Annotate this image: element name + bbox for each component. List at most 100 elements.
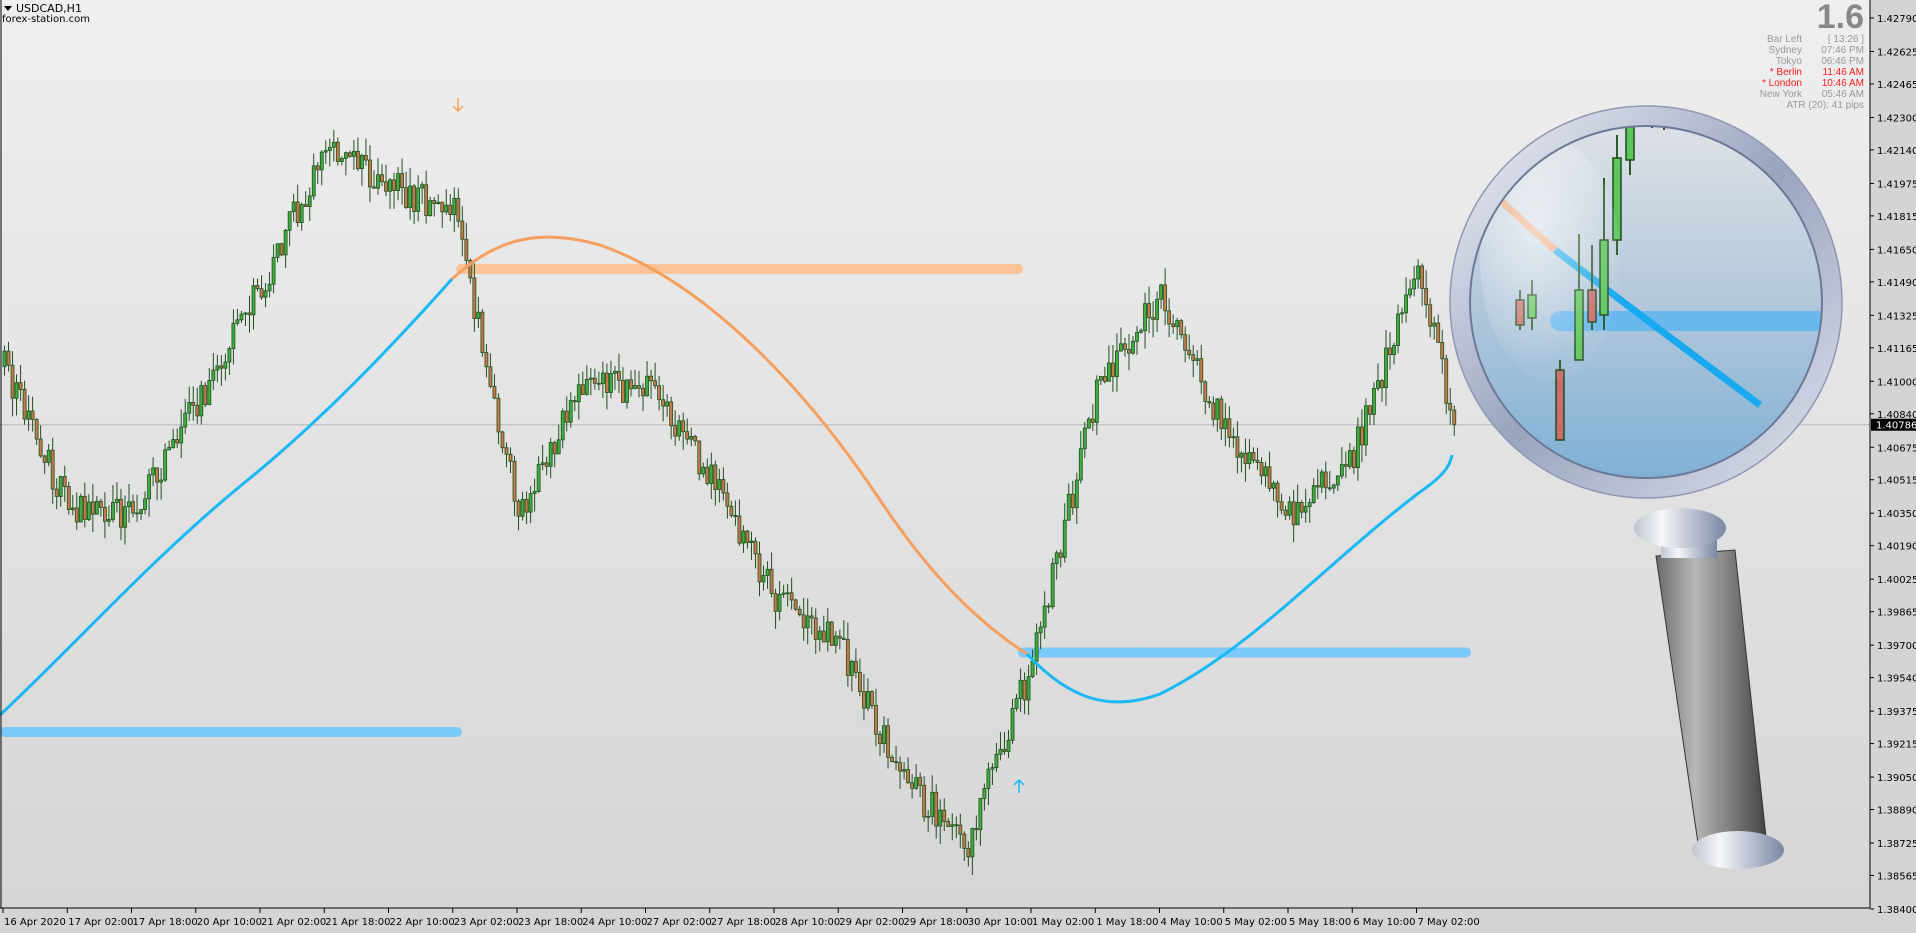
candle — [1014, 694, 1019, 712]
dropdown-triangle-icon[interactable] — [4, 6, 12, 11]
candle — [283, 228, 288, 269]
candle — [1351, 446, 1356, 475]
candle — [1183, 326, 1188, 363]
candle — [291, 193, 296, 222]
candle — [970, 827, 975, 876]
info-label: * Berlin — [1769, 67, 1802, 78]
candle — [613, 365, 617, 390]
candle — [1388, 332, 1392, 370]
candle — [428, 196, 433, 217]
candle — [151, 457, 155, 487]
candle — [143, 491, 147, 515]
candle — [769, 552, 774, 598]
y-tick-label: 1.39700 — [1877, 641, 1916, 652]
candle — [1054, 550, 1059, 580]
candle — [211, 352, 216, 390]
x-tick-label: 7 May 02:00 — [1418, 917, 1480, 928]
candle — [994, 742, 999, 773]
x-tick-label: 1 May 18:00 — [1096, 917, 1158, 928]
candle — [444, 189, 449, 215]
candle — [207, 367, 212, 406]
candle — [139, 509, 143, 520]
candle — [98, 498, 103, 517]
candle — [693, 434, 698, 446]
candle — [580, 371, 585, 395]
candle — [866, 678, 870, 711]
candle — [404, 171, 409, 209]
candle — [653, 362, 657, 390]
candle — [793, 598, 798, 611]
candle — [801, 597, 806, 641]
candle — [1327, 471, 1332, 492]
candle — [1392, 342, 1396, 365]
candle — [1227, 406, 1232, 448]
sell-arrow-icon — [452, 98, 464, 113]
candle — [1179, 318, 1184, 339]
candle — [870, 690, 874, 709]
candle — [552, 440, 557, 468]
x-tick-label: 29 Apr 18:00 — [904, 917, 969, 928]
y-tick-label: 1.38890 — [1877, 806, 1916, 817]
candle — [251, 278, 256, 330]
candle — [1074, 472, 1079, 525]
x-tick-label: 21 Apr 18:00 — [325, 917, 390, 928]
y-tick-label: 1.41490 — [1877, 278, 1916, 289]
candle — [203, 382, 208, 408]
candle — [837, 629, 842, 650]
candle — [797, 605, 802, 617]
candle — [54, 478, 59, 510]
info-row: Sydney 07:46 PM — [1712, 45, 1864, 56]
candle — [1034, 623, 1039, 675]
y-tick-label: 1.39375 — [1877, 707, 1916, 718]
candle — [18, 364, 23, 401]
candle — [58, 475, 63, 507]
candle — [6, 341, 11, 372]
candle — [195, 387, 200, 424]
candle — [572, 395, 577, 412]
y-tick-label: 1.41000 — [1877, 377, 1916, 388]
candle — [356, 137, 360, 172]
candle — [1038, 621, 1043, 650]
candle — [978, 797, 983, 846]
y-tick-label: 1.40675 — [1877, 443, 1916, 454]
candle — [1163, 268, 1168, 326]
candle — [1066, 483, 1071, 521]
candle — [239, 310, 244, 323]
candle — [898, 756, 902, 789]
candle — [1355, 417, 1360, 481]
candle — [982, 783, 987, 811]
price-axis[interactable]: 1.42790 1.42625 1.42465 1.42300 1.42140 1.419… — [1870, 14, 1916, 916]
candle — [331, 129, 336, 162]
time-axis[interactable]: 16 Apr 2020 17 Apr 02:00 17 Apr 18:00 20 Ap… — [2, 908, 1480, 928]
info-label: Tokyo — [1775, 56, 1802, 67]
candle — [215, 354, 220, 383]
candle — [388, 177, 392, 209]
candle — [516, 499, 521, 531]
x-tick-label: 17 Apr 02:00 — [68, 917, 133, 928]
candle — [894, 745, 898, 771]
candle — [339, 156, 344, 166]
x-tick-label: 5 May 02:00 — [1225, 917, 1287, 928]
candle — [1026, 664, 1031, 715]
candle — [1139, 328, 1143, 334]
chart-title[interactable]: USDCAD,H1 — [4, 3, 82, 14]
current-price-marker — [1871, 418, 1916, 431]
candle — [496, 393, 501, 445]
candle — [1432, 316, 1437, 340]
candle — [1271, 480, 1276, 502]
candle — [1127, 334, 1131, 371]
candle — [42, 454, 47, 474]
candle — [922, 776, 927, 822]
candle — [90, 484, 95, 533]
candle — [588, 368, 593, 396]
candle — [930, 775, 935, 825]
candle — [862, 674, 866, 721]
candle — [1251, 447, 1256, 464]
candle — [448, 194, 453, 222]
candle — [524, 491, 529, 525]
candle — [1203, 380, 1208, 415]
candle — [1400, 307, 1404, 324]
candle — [34, 418, 39, 446]
candle — [833, 631, 838, 654]
